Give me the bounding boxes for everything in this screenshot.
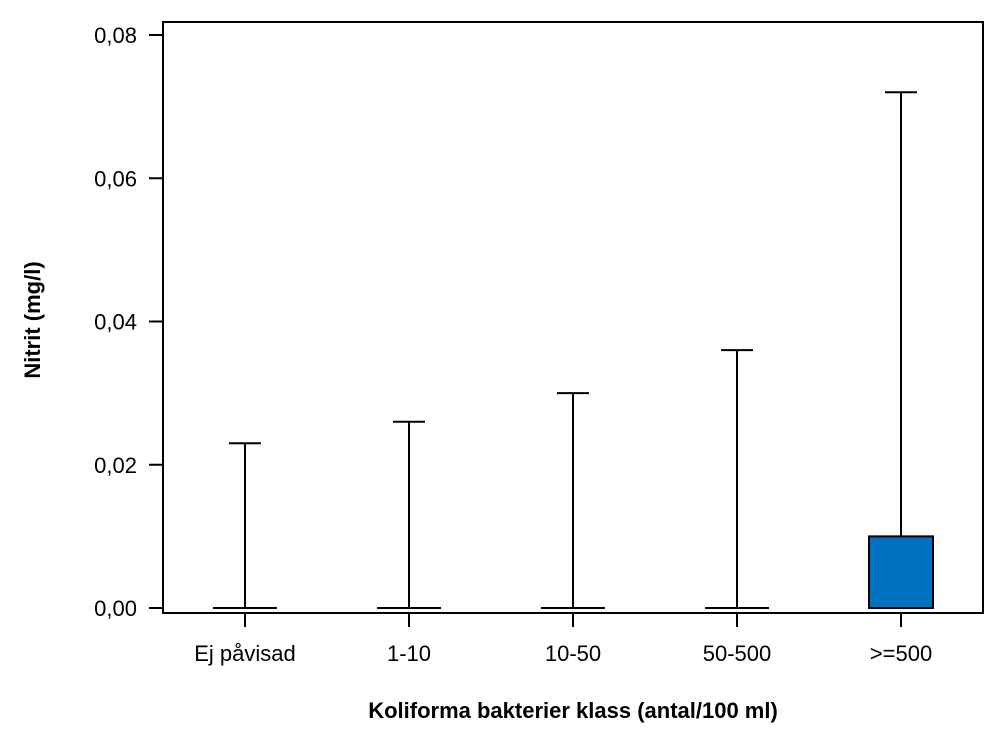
y-tick-label: 0,06	[94, 166, 137, 191]
x-tick-label: 50-500	[703, 641, 772, 666]
y-axis-title: Nitrit (mg/l)	[20, 261, 45, 378]
x-tick-label: Ej påvisad	[194, 641, 296, 666]
y-axis: 0,00 0,02 0,04 0,06 0,08	[94, 23, 163, 621]
y-tick-label: 0,04	[94, 310, 137, 335]
x-axis: Ej påvisad 1-10 10-50 50-500 >=500	[194, 613, 932, 666]
x-axis-title: Koliforma bakterier klass (antal/100 ml)	[368, 698, 778, 723]
y-tick-label: 0,00	[94, 596, 137, 621]
x-tick-label: 10-50	[545, 641, 601, 666]
bar	[868, 535, 934, 609]
y-tick-label: 0,08	[94, 23, 137, 48]
x-tick-label: 1-10	[387, 641, 431, 666]
error-bars	[229, 91, 917, 608]
x-tick-label: >=500	[870, 641, 932, 666]
y-tick-label: 0,02	[94, 453, 137, 478]
